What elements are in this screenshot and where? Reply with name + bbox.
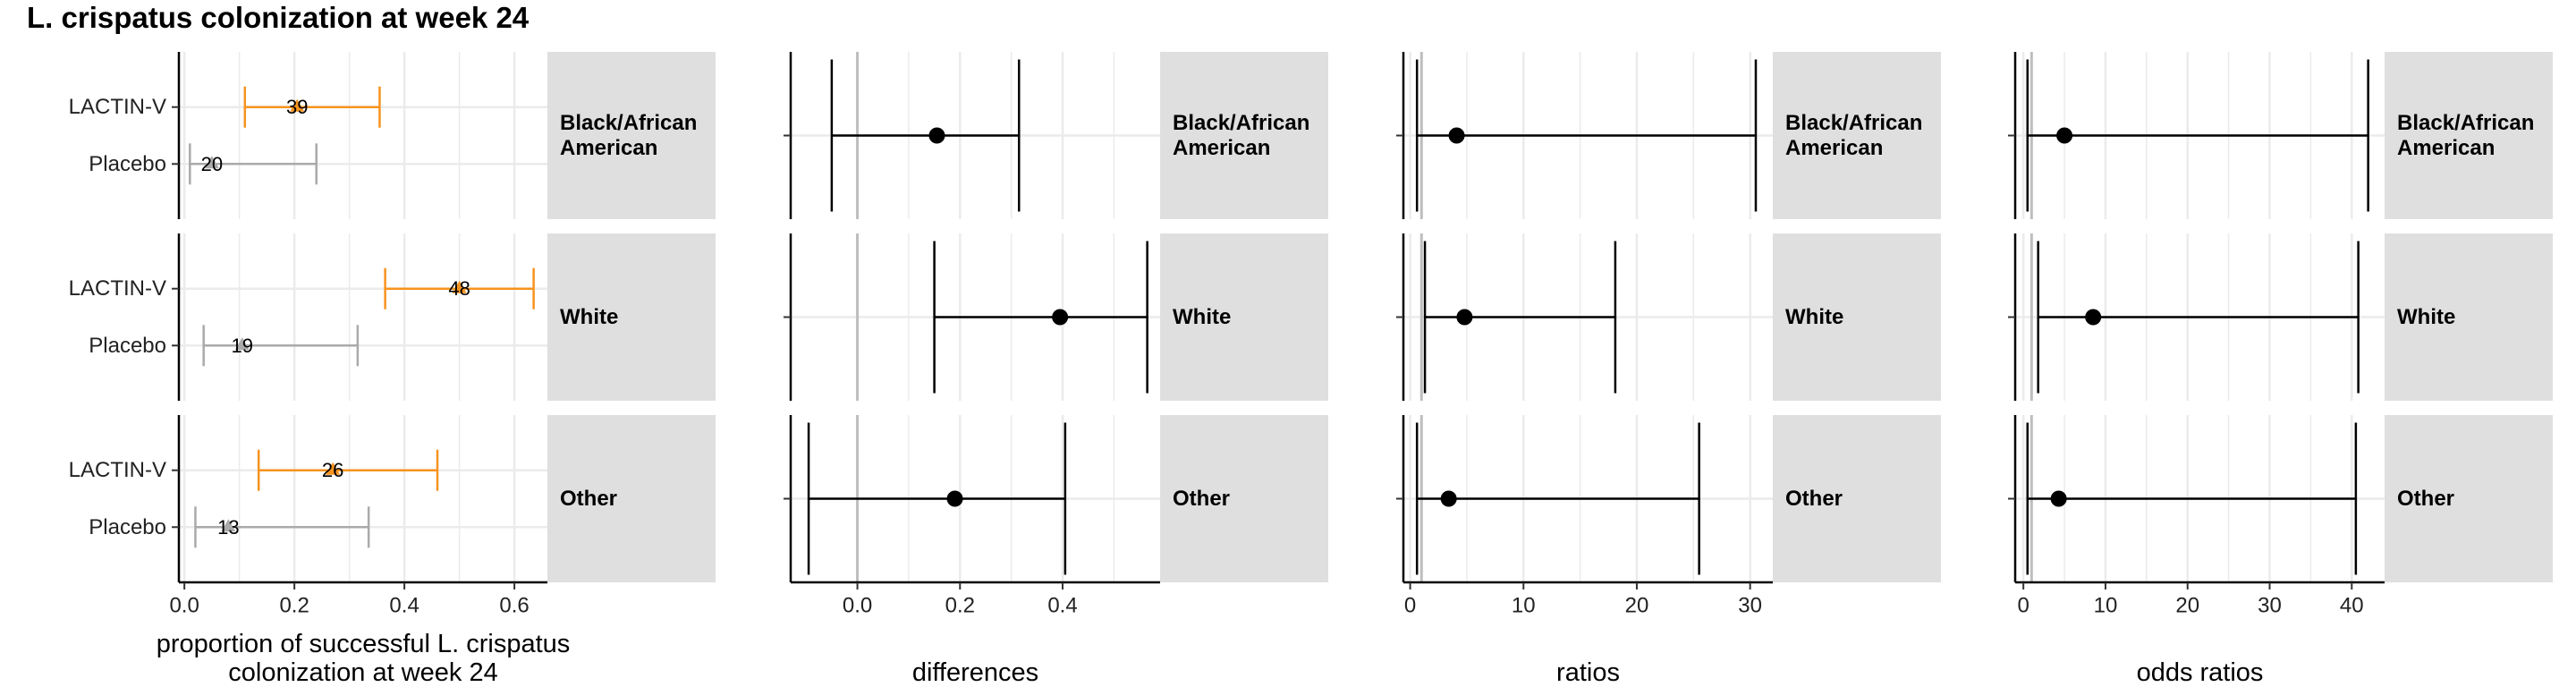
facet-strip — [547, 52, 716, 219]
x-tick-label: 20 — [2175, 594, 2199, 618]
point-estimate — [2050, 490, 2067, 507]
chart-title: L. crispatus colonization at week 24 — [27, 1, 530, 34]
facet-strip — [1160, 52, 1328, 219]
y-tick-label: Placebo — [89, 515, 166, 539]
x-tick-label: 0.0 — [843, 594, 872, 618]
x-tick-label: 20 — [1625, 594, 1649, 618]
point-estimate — [290, 98, 305, 112]
x-axis-title: proportion of successful L. crispatus — [157, 630, 571, 658]
strip-label: American — [1785, 136, 1883, 160]
point-estimate — [2056, 127, 2073, 144]
strip-label: White — [1785, 305, 1843, 329]
y-tick-label: LACTIN-V — [69, 95, 166, 119]
data-label: 26 — [322, 459, 343, 481]
x-axis-title: colonization at week 24 — [228, 658, 497, 687]
strip-label: Other — [560, 487, 617, 511]
panel-background — [179, 415, 547, 582]
facet-strip — [1773, 233, 1941, 401]
strip-label: Other — [1173, 487, 1230, 511]
strip-label: American — [1173, 136, 1270, 160]
x-tick-label: 0.4 — [1047, 594, 1077, 618]
facet-strip — [2385, 233, 2553, 401]
data-label: 19 — [231, 335, 252, 357]
x-tick-label: 0 — [1404, 594, 1416, 618]
strip-label: Other — [1785, 487, 1843, 511]
x-tick-label: 0.0 — [169, 594, 199, 618]
point-estimate — [946, 490, 963, 507]
strip-label: Black/African — [560, 111, 697, 135]
facet-strip — [1773, 52, 1941, 219]
strip-label: Black/African — [1785, 111, 1922, 135]
facet-strip — [1773, 415, 1941, 582]
strip-label: American — [560, 136, 657, 160]
facet-strip — [1160, 233, 1328, 401]
facet-strip — [547, 233, 716, 401]
data-label: 39 — [286, 96, 308, 118]
x-tick-label: 30 — [2258, 594, 2282, 618]
x-tick-label: 0.6 — [499, 594, 529, 618]
strip-label: American — [2397, 136, 2495, 160]
strip-label: Black/African — [2397, 111, 2534, 135]
x-tick-label: 40 — [2340, 594, 2364, 618]
point-estimate — [1456, 309, 1473, 326]
x-axis-title: odds ratios — [2137, 658, 2264, 687]
y-tick-label: LACTIN-V — [69, 458, 166, 482]
facet-strip — [2385, 415, 2553, 582]
x-tick-label: 30 — [1738, 594, 1762, 618]
point-estimate — [1440, 490, 1457, 507]
x-tick-label: 0.4 — [389, 594, 419, 618]
strip-label: White — [560, 305, 618, 329]
x-tick-label: 10 — [1512, 594, 1536, 618]
x-tick-label: 0 — [2017, 594, 2029, 618]
data-label: 13 — [217, 516, 239, 539]
y-tick-label: Placebo — [89, 152, 166, 176]
point-estimate — [1052, 309, 1069, 326]
data-label: 20 — [201, 153, 223, 175]
point-estimate — [204, 156, 219, 169]
x-tick-label: 0.2 — [279, 594, 309, 618]
point-estimate — [1448, 127, 1465, 144]
x-tick-label: 0.2 — [945, 594, 975, 618]
point-estimate — [928, 127, 945, 144]
point-estimate — [452, 280, 467, 293]
point-estimate — [234, 337, 250, 351]
strip-label: White — [2397, 305, 2455, 329]
x-tick-label: 10 — [2094, 594, 2118, 618]
panel-background — [179, 52, 547, 219]
strip-label: Black/African — [1173, 111, 1309, 135]
point-estimate — [221, 519, 236, 532]
facet-strip — [1160, 415, 1328, 582]
facet-strip — [547, 415, 716, 582]
x-axis-title: differences — [912, 658, 1038, 687]
strip-label: White — [1173, 305, 1231, 329]
panel-background — [179, 233, 547, 401]
data-label: 48 — [448, 277, 470, 300]
x-axis-title: ratios — [1556, 658, 1620, 687]
y-tick-label: LACTIN-V — [69, 276, 166, 301]
point-estimate — [326, 462, 341, 475]
strip-label: Other — [2397, 487, 2454, 511]
point-estimate — [2085, 309, 2102, 326]
y-tick-label: Placebo — [89, 334, 166, 358]
facet-strip — [2385, 52, 2553, 219]
